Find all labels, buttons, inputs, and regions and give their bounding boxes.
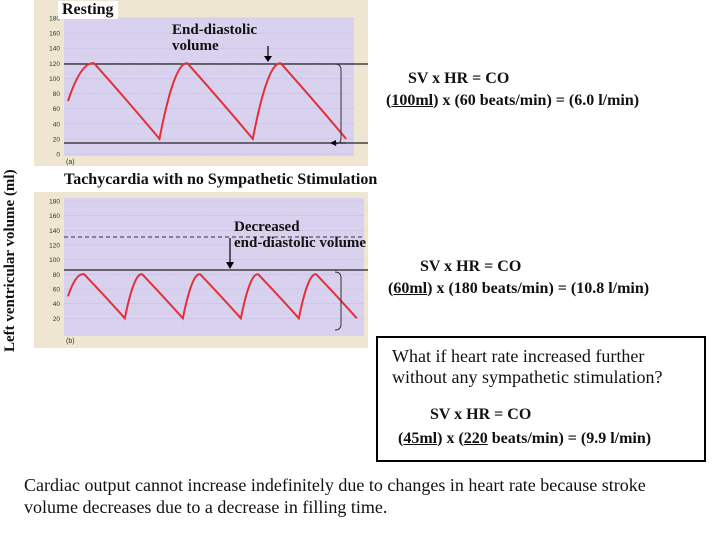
conclusion-text: Cardiac output cannot increase indefinit…	[24, 475, 646, 517]
y-tick-label: 140	[49, 46, 60, 53]
question-equation-x: x (	[442, 430, 464, 447]
y-tick-label: 160	[49, 213, 60, 220]
equation-a-sv: 100ml	[391, 92, 434, 109]
equation-b-rest: x (180 beats/min) = (10.8 l/min)	[432, 280, 650, 297]
panel-b-annotation-line1: Decreased	[234, 219, 300, 235]
panel-b-arrowhead	[226, 262, 234, 269]
panel-a-bracket	[334, 63, 342, 145]
panel-b-title: Tachycardia with no Sympathetic Stimulat…	[60, 171, 382, 189]
y-tick-label: 20	[53, 316, 61, 323]
panel-a-chart: 180 160 140 120 100 80 60 40 20 0 (a)	[49, 16, 368, 166]
y-tick-label: 40	[53, 121, 61, 128]
equation-b-header: SV x HR = CO	[420, 258, 522, 275]
panel-a-letter: (a)	[66, 159, 75, 166]
y-tick-label: 180	[49, 199, 60, 206]
y-tick-label: 20	[53, 136, 61, 143]
equation-a-header: SV x HR = CO	[408, 70, 510, 87]
y-tick-label: 40	[53, 301, 61, 308]
panel-a-annotation-line1: End-diastolic	[172, 22, 258, 38]
panel-a-ticks: 180 160 140 120 100 80 60 40 20 0	[49, 16, 60, 159]
y-tick-label: 0	[56, 152, 60, 159]
panel-b-volume-trace	[67, 273, 358, 321]
y-tick-label: 60	[53, 287, 61, 294]
question-equation-hr: 220	[463, 430, 488, 447]
equation-b: (60ml) x (180 beats/min) = (10.8 l/min)	[388, 280, 650, 297]
panel-a-esv-arrowhead	[330, 140, 336, 146]
panel-b-bracket	[334, 271, 342, 331]
panel-b-chart: 180 160 140 120 100 80 60 40 20 (b)	[49, 198, 368, 345]
panel-a-arrowhead	[264, 56, 272, 62]
y-axis-label: Left ventricular volume (ml)	[2, 169, 18, 352]
y-tick-label: 80	[53, 91, 61, 98]
y-tick-label: 120	[49, 61, 60, 68]
y-tick-label: 120	[49, 243, 60, 250]
y-tick-label: 180	[49, 16, 60, 23]
y-tick-label: 80	[53, 272, 61, 279]
panel-a-volume-trace	[67, 62, 347, 142]
y-tick-label: 160	[49, 31, 60, 38]
y-tick-label: 100	[49, 76, 60, 83]
panel-a-grid	[64, 17, 354, 155]
equation-a: (100ml) x (60 beats/min) = (6.0 l/min)	[386, 92, 640, 109]
panel-a-annotation-line2: volume	[172, 38, 219, 54]
panel-a-annotation: End-diastolic volume	[172, 22, 257, 54]
question-box: What if heart rate increased further wit…	[376, 336, 706, 462]
panel-b-annotation-line2: end-diastolic volume	[234, 235, 367, 251]
question-equation: (45ml) x (220 beats/min) = (9.9 l/min)	[398, 430, 652, 447]
equation-b-sv: 60ml	[393, 280, 428, 297]
panel-b-ticks: 180 160 140 120 100 80 60 40 20	[49, 199, 60, 323]
panel-b-annotation: Decreased end-diastolic volume	[234, 219, 366, 251]
panel-b-grid	[64, 200, 364, 333]
panel-a-title: Resting	[58, 1, 118, 19]
question-equation-rest: beats/min) = (9.9 l/min)	[487, 430, 652, 447]
panel-b-letter: (b)	[66, 338, 75, 345]
question-equation-sv: 45ml	[403, 430, 438, 447]
question-text: What if heart rate increased further wit…	[392, 346, 663, 387]
equation-a-rest: x (60 beats/min) = (6.0 l/min)	[438, 92, 640, 109]
y-tick-label: 60	[53, 106, 61, 113]
y-tick-label: 140	[49, 228, 60, 235]
question-equation-header: SV x HR = CO	[430, 406, 532, 423]
panel-b-plot-area	[64, 198, 364, 336]
y-tick-label: 100	[49, 257, 60, 264]
